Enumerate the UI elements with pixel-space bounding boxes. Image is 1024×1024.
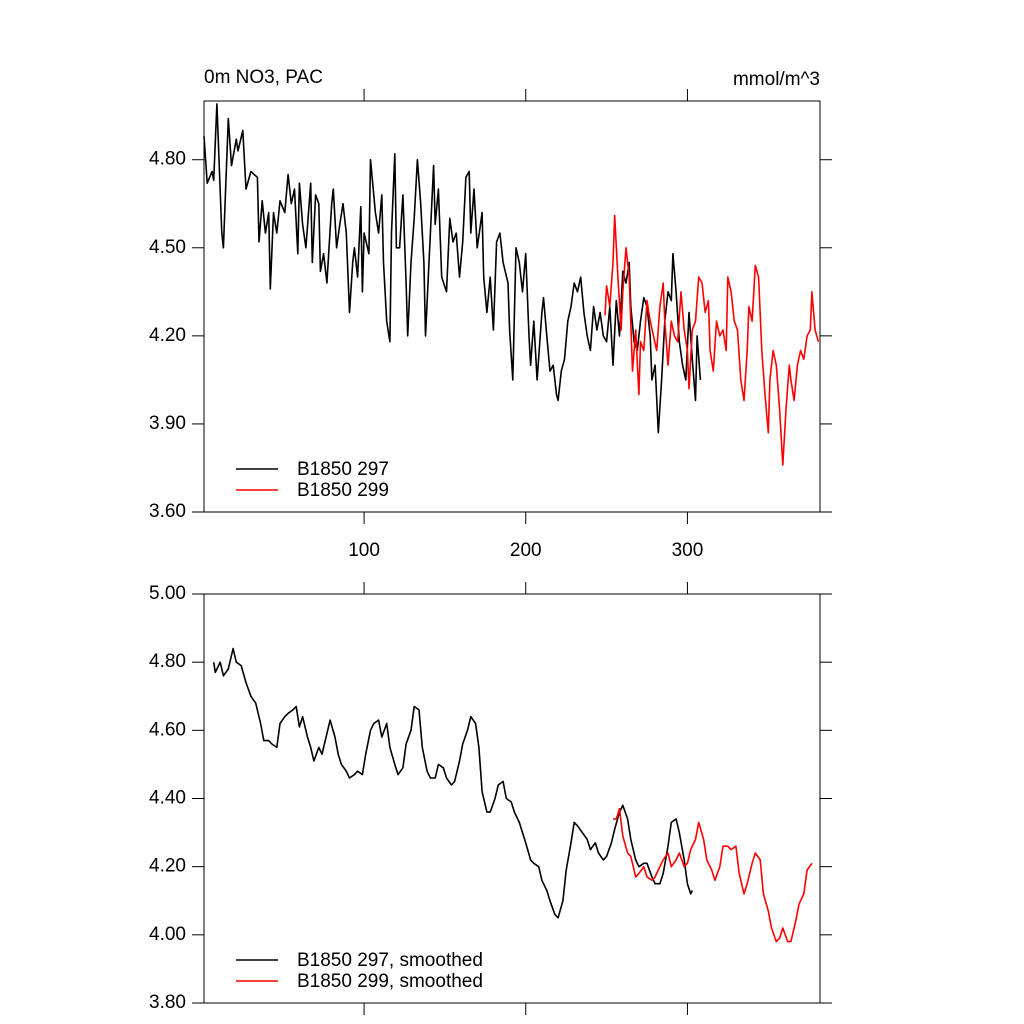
x-tick-label: 200 xyxy=(510,540,542,561)
x-tick-label: 100 xyxy=(348,540,380,561)
legend-label: B1850 299, smoothed xyxy=(297,971,483,992)
y-tick-label: 4.20 xyxy=(149,856,186,877)
y-tick-label: 4.40 xyxy=(149,788,186,809)
y-tick-label: 4.60 xyxy=(149,719,186,740)
data-line xyxy=(212,647,694,919)
y-tick-label: 3.90 xyxy=(149,413,186,434)
y-tick-label: 4.50 xyxy=(149,237,186,258)
legend-label: B1850 297, smoothed xyxy=(297,950,483,971)
y-tick-label: 3.80 xyxy=(149,992,186,1013)
chart-title: 0m NO3, PAC xyxy=(204,67,323,88)
plot-frame xyxy=(203,100,821,513)
y-tick-label: 4.80 xyxy=(149,651,186,672)
y-tick-label: 3.60 xyxy=(149,501,186,522)
legend-label: B1850 297 xyxy=(297,459,389,480)
units-label: mmol/m^3 xyxy=(733,69,820,90)
data-line xyxy=(604,214,820,466)
y-tick-label: 4.00 xyxy=(149,924,186,945)
y-tick-label: 5.00 xyxy=(149,583,186,604)
data-line xyxy=(203,103,702,434)
x-tick-label: 300 xyxy=(672,540,704,561)
y-tick-label: 4.80 xyxy=(149,149,186,170)
legend-label: B1850 299 xyxy=(297,480,389,501)
data-line xyxy=(613,807,813,943)
y-tick-label: 4.20 xyxy=(149,325,186,346)
plot-frame xyxy=(203,593,821,1004)
